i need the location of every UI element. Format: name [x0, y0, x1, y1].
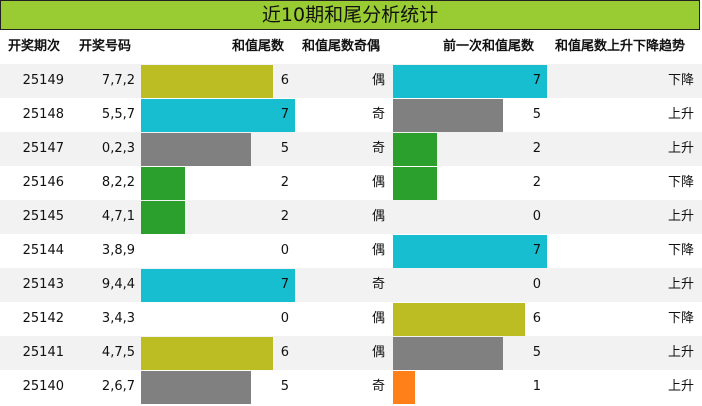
sum-tail-value: 2 [280, 209, 289, 224]
header-numbers: 开奖号码 [79, 39, 132, 54]
prev-tail-bar [393, 337, 503, 370]
numbers-cell: 4,7,5 [101, 345, 135, 360]
sum-tail-bar [141, 99, 295, 132]
prev-tail-value: 7 [532, 243, 541, 258]
prev-tail-bar [393, 99, 503, 132]
numbers-cell: 7,7,2 [101, 73, 135, 88]
parity-cell: 偶 [371, 175, 385, 190]
prev-tail-value: 7 [532, 73, 541, 88]
sum-tail-value: 6 [280, 345, 289, 360]
prev-tail-bar [393, 133, 437, 166]
prev-tail-bar [393, 235, 547, 268]
trend-cell: 上升 [667, 209, 694, 224]
period-cell: 25146 [22, 175, 64, 190]
trend-cell: 上升 [667, 345, 694, 360]
table-title: 近10期和尾分析统计 [0, 0, 700, 30]
trend-cell: 下降 [667, 175, 694, 190]
table-row: 25147 0,2,3 5 奇 2 上升 [0, 132, 702, 166]
prev-tail-bar [393, 167, 437, 200]
parity-cell: 偶 [371, 345, 385, 360]
sum-tail-bar [141, 133, 251, 166]
sum-tail-bar [141, 65, 273, 98]
period-cell: 25144 [22, 243, 64, 258]
parity-cell: 奇 [371, 107, 385, 122]
trend-cell: 上升 [667, 141, 694, 156]
sum-tail-bar [141, 371, 251, 404]
sum-tail-value: 0 [280, 311, 289, 326]
sum-tail-bar [141, 167, 185, 200]
period-cell: 25145 [22, 209, 64, 224]
period-cell: 25142 [22, 311, 64, 326]
sum-tail-value: 5 [280, 379, 289, 394]
sum-tail-bar [141, 201, 185, 234]
trend-cell: 上升 [667, 107, 694, 122]
numbers-cell: 4,7,1 [101, 209, 135, 224]
parity-cell: 偶 [371, 311, 385, 326]
prev-tail-bar [393, 303, 525, 336]
parity-cell: 偶 [371, 73, 385, 88]
prev-tail-value: 2 [532, 175, 541, 190]
prev-tail-value: 5 [532, 107, 541, 122]
period-cell: 25140 [22, 379, 64, 394]
table-header: 开奖期次 开奖号码 和值尾数 和值尾数奇偶 前一次和值尾数 和值尾数上升下降趋势 [0, 30, 702, 64]
parity-cell: 奇 [371, 277, 385, 292]
header-prev-tail: 前一次和值尾数 [443, 39, 535, 54]
numbers-cell: 0,2,3 [101, 141, 135, 156]
trend-cell: 下降 [667, 73, 694, 88]
header-period: 开奖期次 [8, 39, 61, 54]
table-row: 25141 4,7,5 6 偶 5 上升 [0, 336, 702, 370]
sum-tail-value: 7 [280, 277, 289, 292]
sum-tail-bar [141, 337, 273, 370]
period-cell: 25141 [22, 345, 64, 360]
period-cell: 25143 [22, 277, 64, 292]
sum-tail-bar [141, 269, 295, 302]
prev-tail-value: 0 [532, 209, 541, 224]
trend-cell: 上升 [667, 277, 694, 292]
numbers-cell: 5,5,7 [101, 107, 135, 122]
table-row: 25140 2,6,7 5 奇 1 上升 [0, 370, 702, 404]
period-cell: 25148 [22, 107, 64, 122]
numbers-cell: 3,8,9 [101, 243, 135, 258]
trend-cell: 上升 [667, 379, 694, 394]
trend-cell: 下降 [667, 243, 694, 258]
table-row: 25145 4,7,1 2 偶 0 上升 [0, 200, 702, 234]
sum-tail-value: 7 [280, 107, 289, 122]
prev-tail-value: 2 [532, 141, 541, 156]
sum-tail-value: 5 [280, 141, 289, 156]
sum-tail-value: 6 [280, 73, 289, 88]
numbers-cell: 3,4,3 [101, 311, 135, 326]
parity-cell: 偶 [371, 209, 385, 224]
header-sum-tail: 和值尾数 [232, 39, 285, 54]
table-row: 25146 8,2,2 2 偶 2 下降 [0, 166, 702, 200]
header-trend: 和值尾数上升下降趋势 [555, 39, 686, 54]
numbers-cell: 2,6,7 [101, 379, 135, 394]
prev-tail-value: 5 [532, 345, 541, 360]
trend-cell: 下降 [667, 311, 694, 326]
period-cell: 25147 [22, 141, 64, 156]
prev-tail-bar [393, 65, 547, 98]
prev-tail-value: 1 [532, 379, 541, 394]
prev-tail-bar [393, 371, 415, 404]
prev-tail-value: 0 [532, 277, 541, 292]
table-row: 25142 3,4,3 0 偶 6 下降 [0, 302, 702, 336]
period-cell: 25149 [22, 73, 64, 88]
sum-tail-value: 2 [280, 175, 289, 190]
header-parity: 和值尾数奇偶 [302, 39, 381, 54]
parity-cell: 偶 [371, 243, 385, 258]
parity-cell: 奇 [371, 141, 385, 156]
table-row: 25143 9,4,4 7 奇 0 上升 [0, 268, 702, 302]
table-row: 25149 7,7,2 6 偶 7 下降 [0, 64, 702, 98]
numbers-cell: 9,4,4 [101, 277, 135, 292]
sum-tail-value: 0 [280, 243, 289, 258]
table-row: 25144 3,8,9 0 偶 7 下降 [0, 234, 702, 268]
numbers-cell: 8,2,2 [101, 175, 135, 190]
prev-tail-value: 6 [532, 311, 541, 326]
parity-cell: 奇 [371, 379, 385, 394]
table-row: 25148 5,5,7 7 奇 5 上升 [0, 98, 702, 132]
